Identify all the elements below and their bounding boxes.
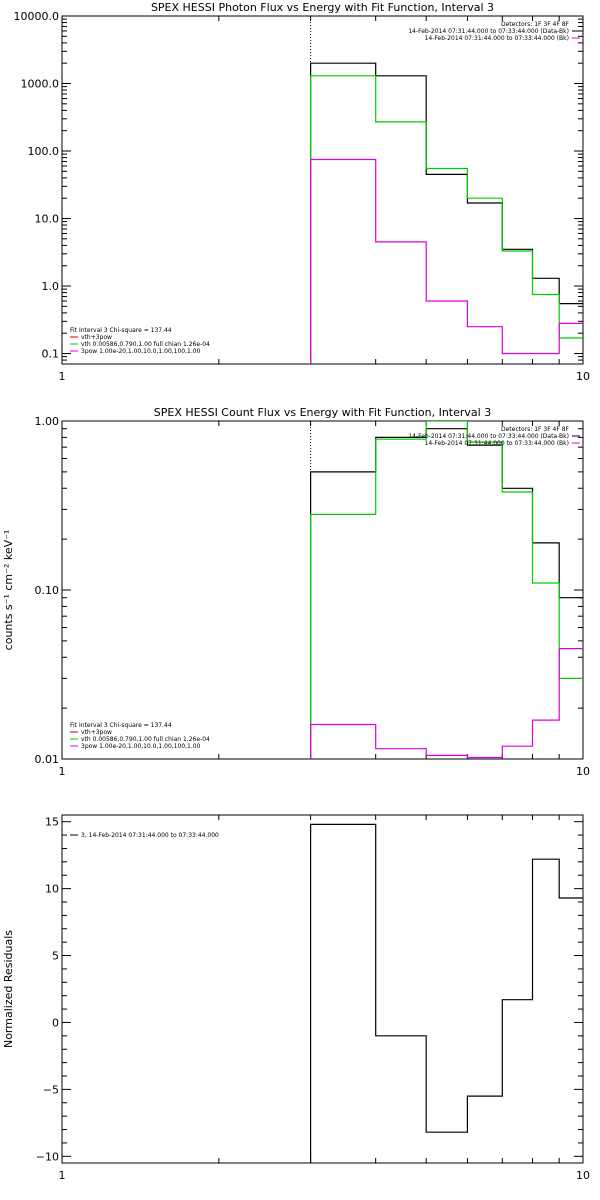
chart-panel-3: Normalized Residuals 1 10 15 10 5 0 −5 −10 3, 14-… xyxy=(2,814,590,1182)
series-residuals xyxy=(310,823,583,1163)
x-tick-label: 10 xyxy=(576,765,590,778)
y-tick-label: 100.0 xyxy=(28,145,60,158)
legend-entry: vth+3pow xyxy=(81,334,112,341)
y-tick-label: 5 xyxy=(52,950,59,963)
chart-title: SPEX HESSI Photon Flux vs Energy with Fi… xyxy=(151,1,494,14)
legend-entry: Detectors: 1F 3F 4F 8F xyxy=(501,21,570,28)
legend-entry: 14-Feb-2014 07:31:44.000 to 07:33:44.000… xyxy=(425,440,569,447)
plot-frame xyxy=(61,814,584,1164)
chart-title: SPEX HESSI Count Flux vs Energy with Fit… xyxy=(154,406,491,419)
x-tick-label: 1 xyxy=(59,1169,66,1182)
x-tick-label: 10 xyxy=(576,1169,590,1182)
chart-panel-2: SPEX HESSI Count Flux vs Energy with Fit… xyxy=(2,406,590,778)
legend-entry: Fit Interval 3 Chi-square = 137.44 xyxy=(70,722,172,729)
legend-entry: vth 0.00586,0.790,1.00 full chian 1.26e-… xyxy=(81,736,210,743)
y-axis-label: counts s⁻¹ cm⁻² keV⁻¹ xyxy=(2,530,15,651)
legend-entry: Detectors: 1F 3F 4F 8F xyxy=(501,426,570,433)
y-tick-label: 0.01 xyxy=(35,753,60,766)
y-tick-label: 0.10 xyxy=(35,584,60,597)
legend-entry: 14-Feb-2014 07:31:44.000 to 07:33:44.000… xyxy=(408,28,569,35)
y-tick-label: 1000.0 xyxy=(21,78,60,91)
y-tick-label: 10.0 xyxy=(35,213,60,226)
legend-entry: 3pow 1.00e-20,1.00,10.0,1.00,100,1.00 xyxy=(81,348,201,355)
series-spec xyxy=(310,648,583,759)
y-tick-label: 1.00 xyxy=(35,415,60,428)
series-fit xyxy=(310,421,583,759)
legend-entry: 3, 14-Feb-2014 07:31:44.000 to 07:33:44.… xyxy=(81,832,219,839)
y-tick-label: −10 xyxy=(36,1150,59,1163)
series-fit xyxy=(310,75,583,364)
legend-entry: 3pow 1.00e-20,1.00,10.0,1.00,100,1.00 xyxy=(81,743,201,750)
y-tick-label: 15 xyxy=(45,816,59,829)
y-tick-label: 10000.0 xyxy=(14,10,60,23)
y-tick-label: 10 xyxy=(45,883,59,896)
legend-entry: 14-Feb-2014 07:31:44.000 to 07:33:44.000… xyxy=(408,433,569,440)
y-tick-label: 1.0 xyxy=(42,280,60,293)
y-axis-label: Normalized Residuals xyxy=(2,930,15,1048)
y-tick-label: −5 xyxy=(43,1083,59,1096)
series-data xyxy=(310,62,583,364)
x-tick-label: 10 xyxy=(576,370,590,383)
y-tick-label: 0 xyxy=(52,1016,59,1029)
x-tick-label: 1 xyxy=(59,765,66,778)
series-spec xyxy=(310,158,583,364)
legend-entry: Fit Interval 3 Chi-square = 137.44 xyxy=(70,327,172,334)
legend-entry: vth 0.00586,0.790,1.00 full chian 1.26e-… xyxy=(81,341,210,348)
chart-panel-1: SPEX HESSI Photon Flux vs Energy with Fi… xyxy=(14,1,591,383)
legend-entry: vth+3pow xyxy=(81,729,112,736)
y-tick-label: 0.1 xyxy=(42,348,60,361)
x-tick-label: 1 xyxy=(59,370,66,383)
legend-entry: 14-Feb-2014 07:31:44.000 to 07:33:44.000… xyxy=(425,35,569,42)
plot-frame xyxy=(61,15,584,365)
series-data xyxy=(310,428,583,759)
